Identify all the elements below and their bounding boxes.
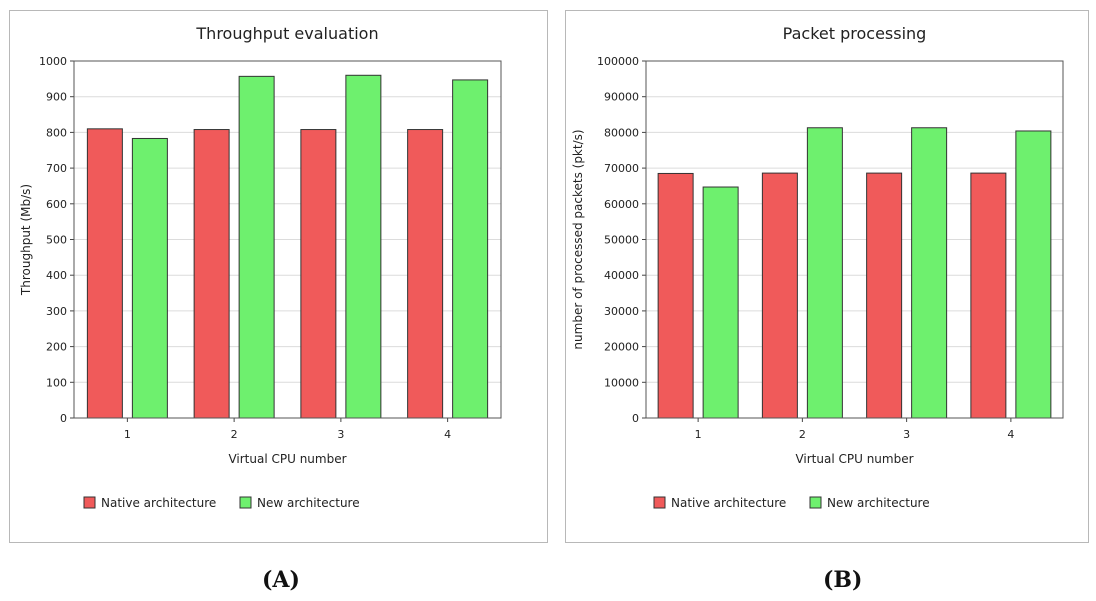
packet-processing-chart: Packet processing 0 10000 20000 30000 40000 50…	[571, 24, 1064, 510]
bar-new-4	[1015, 130, 1052, 419]
y-tick-label: 90000	[604, 91, 639, 104]
y-tick-label: 10000	[604, 376, 639, 389]
y-tick-label: 70000	[604, 162, 639, 175]
x-axis-label: Virtual CPU number	[228, 452, 346, 466]
y-tick-label: 500	[46, 234, 67, 247]
y-tick-label: 100000	[597, 55, 639, 68]
x-tick-label: 4	[444, 428, 451, 441]
x-tick-label: 1	[124, 428, 131, 441]
y-tick-label: 400	[46, 269, 67, 282]
x-tick-label: 3	[337, 428, 344, 441]
y-tick-label: 200	[46, 341, 67, 354]
x-tick-label: 2	[231, 428, 238, 441]
y-tick-label: 600	[46, 198, 67, 211]
bar-native-4	[970, 172, 1007, 419]
legend-label-new: New architecture	[827, 496, 930, 510]
bar-native-3	[300, 129, 337, 419]
panel-label-a: (A)	[262, 567, 300, 593]
y-tick-label: 900	[46, 91, 67, 104]
y-tick-label: 80000	[604, 126, 639, 139]
y-tick-label: 30000	[604, 305, 639, 318]
bar-native-3	[866, 172, 903, 419]
y-tick-label: 0	[632, 412, 639, 425]
bar-new-1	[131, 137, 168, 419]
bar-native-1	[657, 172, 694, 419]
y-tick-label: 40000	[604, 269, 639, 282]
legend-swatch-new	[809, 496, 822, 509]
bar-new-2	[238, 75, 275, 419]
chart-panel-a: Throughput evaluation 0 100 200 300 400 500 600…	[9, 10, 548, 543]
y-tick-label: 100	[46, 376, 67, 389]
chart-panel-b: Packet processing 0 10000 20000 30000 40000 50…	[565, 10, 1089, 543]
y-tick-label: 20000	[604, 341, 639, 354]
y-tick-label: 0	[60, 412, 67, 425]
legend-label-new: New architecture	[257, 496, 360, 510]
bar-new-3	[345, 74, 382, 419]
y-tick-label: 300	[46, 305, 67, 318]
y-axis-label: number of processed packets (pkt/s)	[571, 129, 585, 349]
y-axis-label: Throughput (Mb/s)	[19, 184, 33, 296]
y-tick-label: 700	[46, 162, 67, 175]
chart-title: Throughput evaluation	[195, 24, 378, 43]
y-tick-label: 800	[46, 126, 67, 139]
plot-frame	[73, 60, 502, 419]
y-tick-label: 1000	[39, 55, 67, 68]
legend-label-native: Native architecture	[671, 496, 786, 510]
bar-new-2	[806, 127, 843, 419]
x-tick-label: 4	[1007, 428, 1014, 441]
x-tick-label: 3	[903, 428, 910, 441]
legend-swatch-native	[83, 496, 96, 509]
bar-new-4	[452, 79, 489, 419]
y-tick-label: 60000	[604, 198, 639, 211]
x-tick-label: 2	[799, 428, 806, 441]
bar-native-1	[86, 128, 123, 419]
legend-swatch-new	[239, 496, 252, 509]
y-tick-label: 50000	[604, 234, 639, 247]
plot-frame	[645, 60, 1064, 419]
bar-new-1	[702, 186, 739, 419]
chart-title: Packet processing	[783, 24, 927, 43]
bar-native-2	[761, 172, 798, 419]
panel-label-b: (B)	[823, 567, 863, 593]
x-axis-label: Virtual CPU number	[795, 452, 913, 466]
x-tick-label: 1	[695, 428, 702, 441]
bar-native-2	[193, 129, 230, 419]
legend-label-native: Native architecture	[101, 496, 216, 510]
bar-native-4	[407, 129, 444, 419]
legend-swatch-native	[653, 496, 666, 509]
throughput-chart: Throughput evaluation 0 100 200 300 400 500 600…	[19, 24, 502, 510]
bar-new-3	[911, 127, 948, 419]
